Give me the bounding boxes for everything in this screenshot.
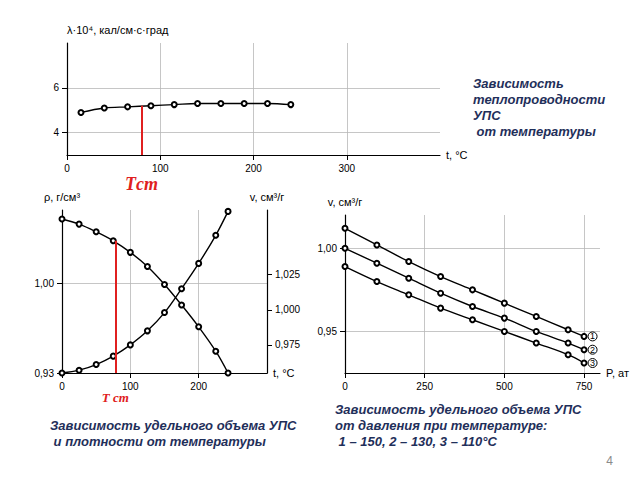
svg-text:2: 2	[590, 345, 595, 355]
svg-text:250: 250	[416, 381, 433, 392]
svg-text:0,95: 0,95	[318, 326, 338, 337]
svg-text:1,000: 1,000	[275, 304, 300, 315]
svg-text:1,00: 1,00	[35, 278, 55, 289]
svg-text:t, °C: t, °C	[446, 149, 468, 161]
svg-text:750: 750	[576, 381, 593, 392]
svg-text:1 – 150, 2 – 130, 3 – 110°С: 1 – 150, 2 – 130, 3 – 110°С	[335, 434, 497, 449]
svg-text:4: 4	[53, 127, 59, 138]
svg-text:0: 0	[342, 381, 348, 392]
svg-text:200: 200	[245, 163, 262, 174]
svg-text:300: 300	[338, 163, 355, 174]
svg-text:Зависимость: Зависимость	[473, 76, 564, 91]
svg-text:500: 500	[496, 381, 513, 392]
svg-text:3: 3	[590, 358, 595, 368]
svg-text:0: 0	[64, 163, 70, 174]
svg-text:1,025: 1,025	[275, 269, 300, 280]
svg-text:6: 6	[53, 82, 59, 93]
svg-text:P, ат: P, ат	[606, 367, 629, 379]
svg-text:λ·10⁴, кал/см·с·град: λ·10⁴, кал/см·с·град	[67, 24, 169, 36]
svg-text:t, °C: t, °C	[273, 367, 295, 379]
svg-text:v, см³/г: v, см³/г	[250, 191, 285, 203]
svg-text:1,00: 1,00	[318, 243, 338, 254]
svg-text:100: 100	[122, 380, 139, 392]
svg-text:0: 0	[59, 381, 65, 392]
svg-text:4: 4	[606, 454, 613, 468]
svg-text:0,975: 0,975	[275, 339, 300, 350]
svg-text:0,93: 0,93	[35, 368, 55, 379]
svg-text:УПС: УПС	[473, 108, 501, 123]
svg-text:Зависимость удельного объема У: Зависимость удельного объема УПС	[335, 402, 582, 417]
svg-text:ρ, г/см³: ρ, г/см³	[44, 191, 81, 203]
svg-text:Т ст: Т ст	[102, 390, 129, 405]
svg-text:и плотности от температуры: и плотности от температуры	[50, 434, 266, 449]
svg-text:теплопроводности: теплопроводности	[473, 92, 605, 107]
svg-text:1: 1	[590, 331, 595, 341]
svg-text:100: 100	[152, 163, 169, 174]
svg-text:Tст: Tст	[125, 174, 158, 194]
svg-text:от давления при температуре:: от давления при температуре:	[335, 418, 547, 433]
svg-text:от температуры: от температуры	[473, 124, 596, 139]
svg-text:Зависимость удельного объема У: Зависимость удельного объема УПС	[50, 418, 297, 433]
svg-text:v, см³/г: v, см³/г	[328, 196, 363, 208]
svg-text:200: 200	[190, 381, 207, 392]
